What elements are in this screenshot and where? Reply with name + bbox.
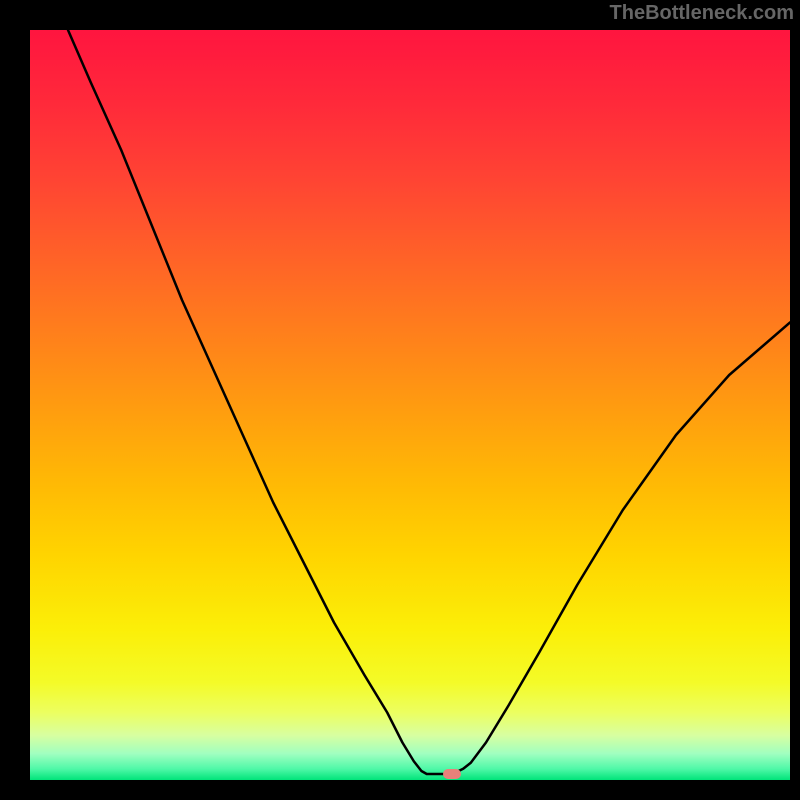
watermark-text: TheBottleneck.com xyxy=(610,2,794,25)
bottleneck-curve xyxy=(30,30,790,780)
chart-container: { "watermark": { "text": "TheBottleneck.… xyxy=(0,0,800,800)
plot-area xyxy=(30,30,790,780)
optimal-marker xyxy=(443,769,461,779)
